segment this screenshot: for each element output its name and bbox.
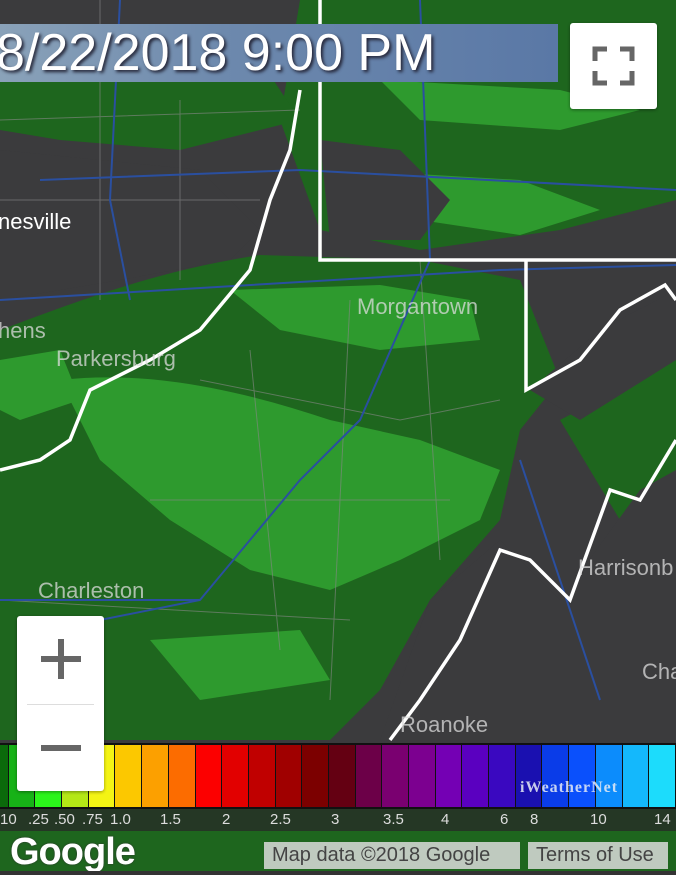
highways: [0, 0, 676, 701]
legend-color-cell: [302, 745, 329, 807]
legend-color-cell: [462, 745, 490, 807]
legend-label: 1.0: [110, 811, 131, 828]
legend-color-cell: [115, 745, 143, 807]
legend-color-cell: [168, 745, 196, 807]
legend-label: .50: [54, 811, 75, 828]
legend-color-cell: [542, 745, 570, 807]
legend-label: 10: [0, 811, 17, 828]
legend-color-cell: [195, 745, 223, 807]
legend-color-cell: [622, 745, 650, 807]
zoom-divider: [27, 704, 94, 705]
city-label: Roanoke: [400, 712, 489, 737]
timestamp-text: 8/22/2018 9:00 PM: [0, 24, 436, 82]
legend-color-cell: [0, 745, 9, 807]
legend-color-cell: [222, 745, 249, 807]
legend-label: 3: [331, 811, 340, 828]
legend-label: 3.5: [383, 811, 404, 828]
legend-color-cell: [569, 745, 596, 807]
map-data-attribution[interactable]: Map data ©2018 Google: [264, 842, 520, 869]
legend-label: .25: [28, 811, 49, 828]
legend-label: 6: [500, 811, 509, 828]
city-label: Harrisonb: [578, 555, 674, 580]
city-label: Parkersburg: [56, 346, 176, 371]
legend-label: 1.5: [160, 811, 181, 828]
legend-color-cell: [275, 745, 303, 807]
timestamp-banner: 8/22/2018 9:00 PM: [0, 24, 558, 82]
google-logo[interactable]: Google: [10, 831, 136, 873]
terms-of-use-link[interactable]: Terms of Use: [528, 842, 668, 869]
legend-label: 14: [654, 811, 671, 828]
legend-color-cell: [142, 745, 169, 807]
zoom-in-button[interactable]: [17, 616, 104, 702]
city-label: Morgantown: [357, 294, 479, 319]
legend-color-scale: [0, 743, 676, 809]
city-label: nesville: [0, 209, 72, 234]
legend-color-cell: [515, 745, 543, 807]
legend-labels: 10 .25 .50 .75 1.0 1.5 2 2.5 3 3.5 4 6 8 10 14: [0, 809, 676, 831]
legend-color-cell: [409, 745, 436, 807]
legend-color-cell: [355, 745, 383, 807]
legend-label: 8: [530, 811, 539, 828]
legend-color-cell: [328, 745, 356, 807]
bottom-edge: [0, 871, 676, 875]
city-label: hens: [0, 318, 46, 343]
legend-color-cell: [649, 745, 676, 807]
legend-label: 2.5: [270, 811, 291, 828]
county-borders: [0, 0, 501, 701]
legend-label: 4: [441, 811, 450, 828]
legend-color-cell: [489, 745, 516, 807]
zoom-out-button[interactable]: [17, 705, 104, 791]
legend-color-cell: [435, 745, 463, 807]
precipitation-legend: [0, 743, 676, 809]
legend-color-cell: [382, 745, 410, 807]
fullscreen-icon: [592, 46, 635, 86]
fullscreen-button[interactable]: [570, 23, 657, 109]
zoom-control: [17, 616, 104, 791]
city-label: Charleston: [38, 578, 145, 603]
legend-label: 10: [590, 811, 607, 828]
watermark-logo: iWeatherNet: [520, 779, 619, 796]
legend-label: 2: [222, 811, 231, 828]
city-label: Cha: [642, 659, 676, 684]
legend-color-cell: [595, 745, 623, 807]
legend-color-cell: [248, 745, 276, 807]
state-borders: [0, 0, 676, 742]
legend-label: .75: [82, 811, 103, 828]
